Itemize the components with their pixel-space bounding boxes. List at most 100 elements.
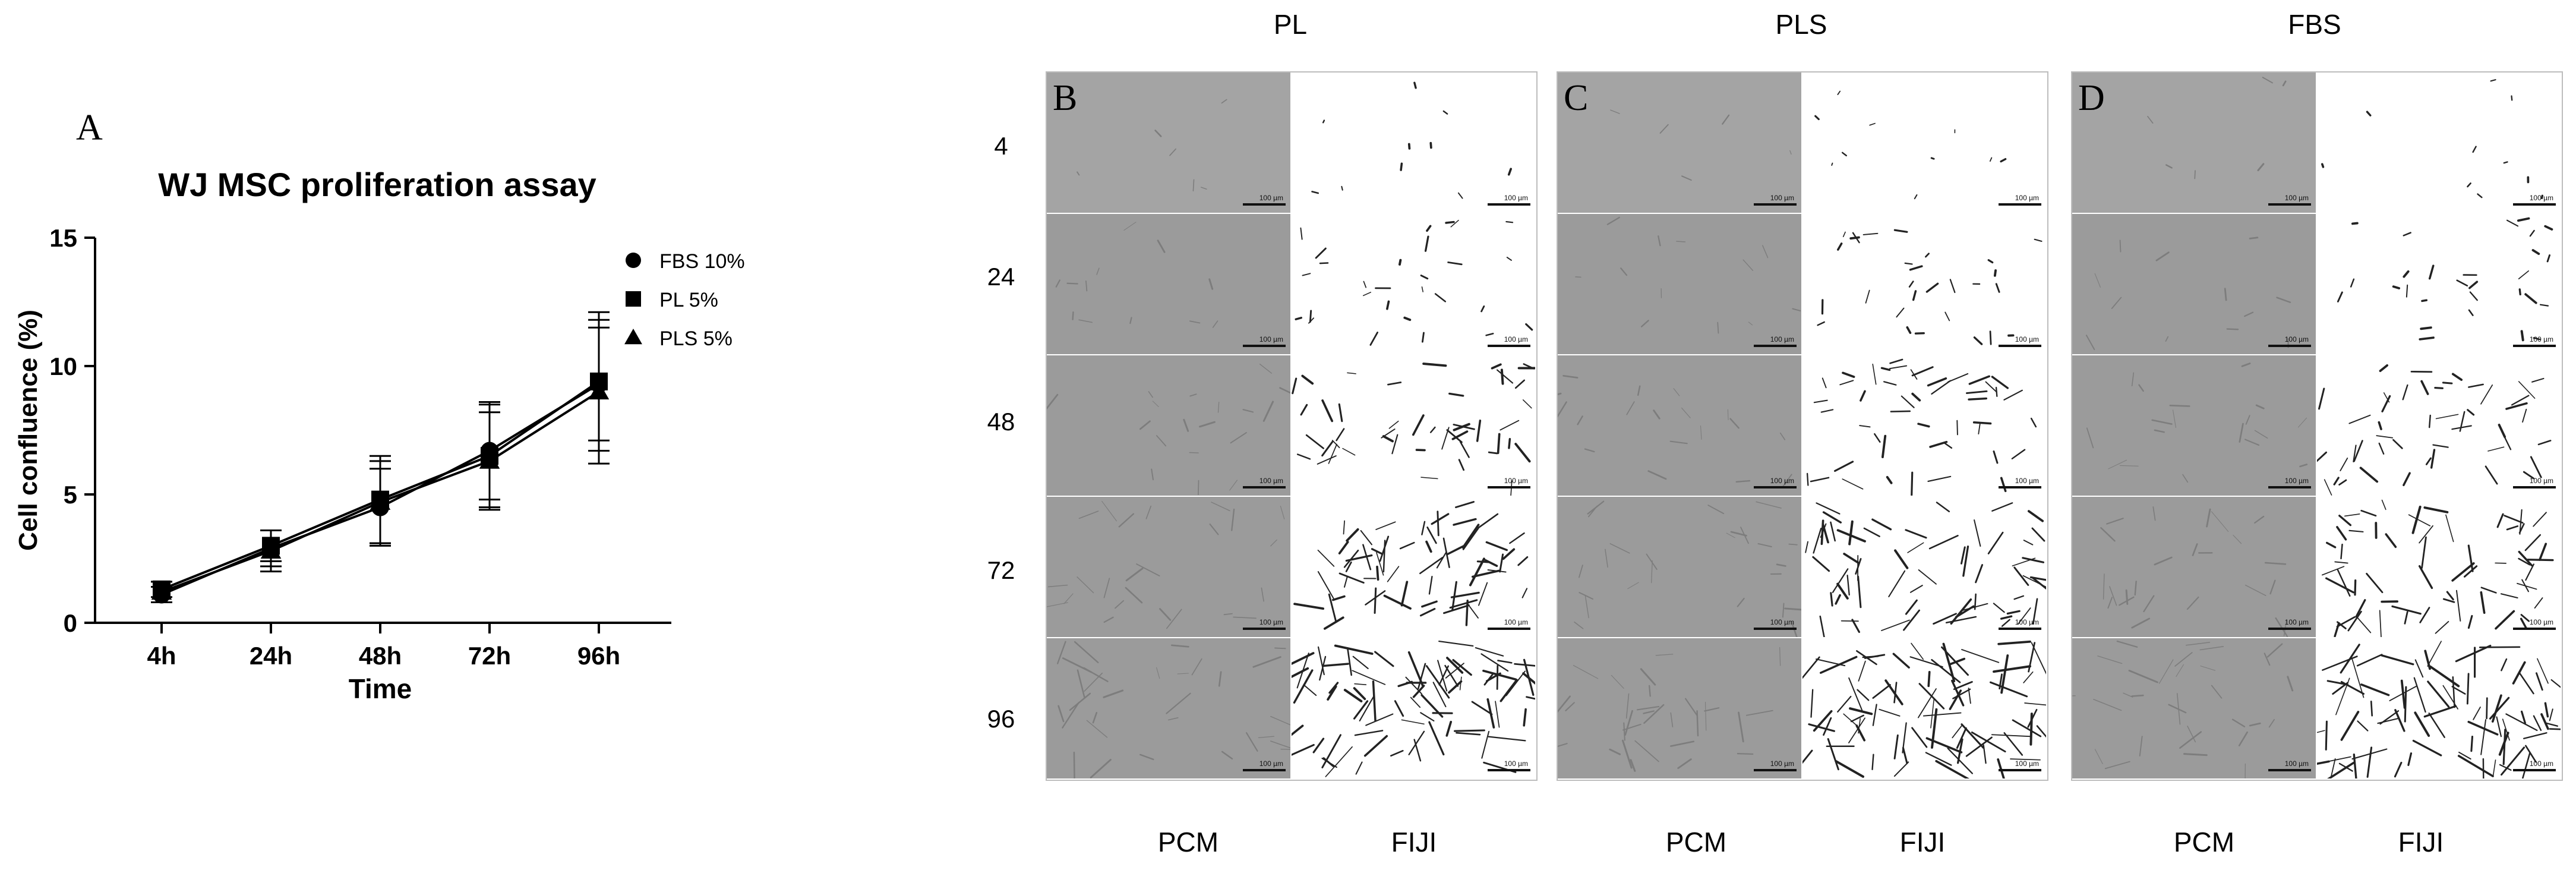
panel-letter-c: C — [1564, 78, 1589, 118]
x-tick-label: 48h — [359, 642, 402, 670]
phase-contrast-cells — [1047, 500, 1285, 629]
scale-bar-label: 100 µm — [2284, 477, 2309, 485]
pcm-image-tile: 100 µm — [1558, 355, 1801, 496]
fiji-image-tile: 100 µm — [2317, 214, 2561, 354]
legend-marker-pl-5 — [626, 291, 641, 307]
phase-contrast-cells — [1575, 216, 1801, 334]
fiji-image-tile: 100 µm — [1292, 214, 1535, 354]
legend-label-pl-5: PL 5% — [659, 289, 718, 311]
legend-marker-fbs-10 — [626, 253, 641, 268]
scale-bar-label: 100 µm — [1504, 335, 1528, 343]
phase-contrast-cells — [1558, 647, 1781, 772]
scale-bar — [1999, 345, 2041, 347]
scale-bar-label: 100 µm — [2529, 194, 2553, 202]
segmented-cells — [2317, 641, 2561, 778]
panel-letter-d: D — [2078, 78, 2105, 118]
fiji-image-tile: 100 µm — [1802, 638, 2046, 778]
scale-bar — [2268, 203, 2311, 206]
fiji-image-tile: 100 µm — [2317, 72, 2561, 213]
legend-marker-pls-5 — [624, 329, 642, 345]
scale-bar — [2513, 486, 2556, 488]
scale-bar — [1754, 345, 1797, 347]
pcm-image-tile: 100 µm — [1558, 214, 1801, 354]
scale-bar — [1488, 345, 1530, 347]
data-point-pls-5 — [370, 491, 391, 510]
scale-bar-label: 100 µm — [2015, 477, 2039, 485]
scale-bar — [1754, 203, 1797, 206]
data-point-pls-5 — [151, 581, 172, 600]
fiji-image-tile: 100 µm — [2317, 638, 2561, 778]
scale-bar-label: 100 µm — [2284, 759, 2309, 768]
column-header-fbs: FBS — [2288, 9, 2341, 40]
fiji-image-tile: 100 µm — [2317, 355, 2561, 496]
y-tick-label: 10 — [49, 352, 77, 380]
x-tick-label: 96h — [577, 642, 620, 670]
fiji-image-tile: 100 µm — [1802, 72, 2046, 213]
phase-contrast-cells — [1057, 641, 1290, 778]
phase-contrast-cells — [1568, 107, 1792, 181]
scale-bar-label: 100 µm — [2529, 477, 2553, 485]
row-label-48: 48 — [987, 408, 1015, 436]
fiji-image-tile: 100 µm — [2317, 497, 2561, 637]
phase-contrast-cells — [1558, 374, 1792, 488]
fiji-image-tile: 100 µm — [1292, 355, 1535, 496]
scale-bar-label: 100 µm — [1504, 618, 1528, 626]
scale-bar-label: 100 µm — [1259, 618, 1283, 626]
scale-bar-label: 100 µm — [2015, 194, 2039, 202]
scale-bar-label: 100 µm — [1259, 477, 1283, 485]
scale-bar-label: 100 µm — [2284, 194, 2309, 202]
scale-bar-label: 100 µm — [1770, 194, 1794, 202]
pcm-image-tile: 100 µm — [2072, 355, 2316, 496]
segmented-cells — [1806, 358, 2037, 496]
data-point-pls-5 — [479, 450, 500, 469]
segmented-cells — [2337, 217, 2553, 342]
data-point-pls-5 — [588, 381, 610, 400]
row-label-72: 72 — [987, 556, 1015, 584]
scale-bar-label: 100 µm — [2015, 759, 2039, 768]
pcm-image-tile: 100 µm — [1047, 497, 1290, 637]
sub-label-fiji: FIJI — [2398, 827, 2444, 858]
pcm-image-tile: 100 µm — [1047, 214, 1290, 354]
proliferation-chart: WJ MSC proliferation assay 0 5 10 15 4h 24h 48h… — [14, 166, 745, 704]
fiji-image-tile: 100 µm — [1292, 497, 1535, 637]
scale-bar — [1243, 345, 1286, 347]
phase-contrast-cells — [2086, 363, 2308, 483]
scale-bar — [1243, 769, 1286, 771]
data-point-pls-5 — [260, 540, 282, 559]
phase-contrast-cells — [1574, 500, 1801, 637]
scale-bar-label: 100 µm — [1504, 477, 1528, 485]
row-label-4: 4 — [994, 132, 1008, 160]
x-tick-label: 4h — [147, 642, 176, 670]
scale-bar-label: 100 µm — [2015, 335, 2039, 343]
scale-bar-label: 100 µm — [1770, 759, 1794, 768]
segmented-cells — [1292, 363, 1535, 496]
fiji-image-tile: 100 µm — [1802, 355, 2046, 496]
segmented-cells — [1292, 640, 1535, 777]
phase-contrast-cells — [1047, 364, 1290, 496]
scale-bar-label: 100 µm — [1259, 335, 1283, 343]
panel-letter-a: A — [76, 108, 103, 148]
segmented-cells — [2321, 79, 2544, 200]
fiji-image-tile: 100 µm — [1802, 497, 2046, 637]
scale-bar — [1488, 203, 1530, 206]
sub-label-pcm: PCM — [2173, 827, 2235, 858]
sub-label-pcm: PCM — [1157, 827, 1219, 858]
pcm-image-tile: 100 µm — [1558, 497, 1801, 637]
scale-bar-label: 100 µm — [2015, 618, 2039, 626]
scale-bar — [1754, 628, 1797, 630]
scale-bar — [1999, 628, 2041, 630]
segmented-cells — [1817, 229, 2043, 345]
scale-bar — [1243, 486, 1286, 488]
pcm-image-tile: 100 µm — [1047, 72, 1290, 213]
chart-title: WJ MSC proliferation assay — [158, 166, 596, 203]
scale-bar — [2268, 769, 2311, 771]
scale-bar-label: 100 µm — [2529, 618, 2553, 626]
segmented-cells — [2321, 499, 2554, 637]
scale-bar — [1754, 769, 1797, 771]
sub-label-fiji: FIJI — [1899, 827, 1946, 858]
column-header-pls: PLS — [1775, 9, 1827, 40]
scale-bar — [1999, 769, 2041, 771]
scale-bar — [2268, 345, 2311, 347]
scale-bar-label: 100 µm — [2284, 618, 2309, 626]
phase-contrast-cells — [2100, 506, 2288, 637]
